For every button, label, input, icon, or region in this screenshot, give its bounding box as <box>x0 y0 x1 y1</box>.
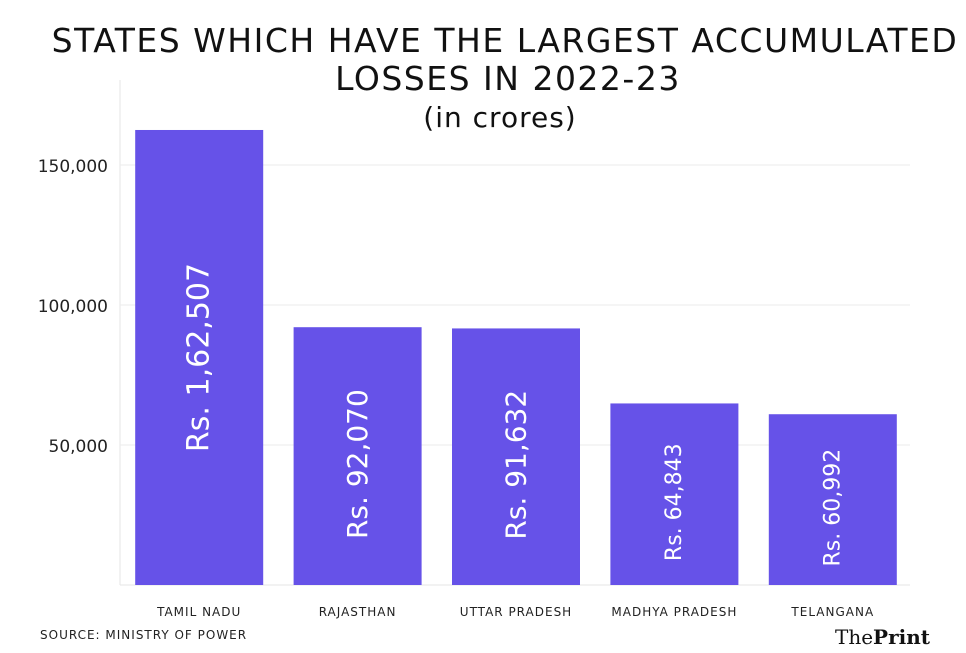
y-axis: 50,000 100,000 150,000 <box>38 157 108 457</box>
x-tick-label: TAMIL NADU <box>156 605 241 619</box>
x-tick-label: MADHYA PRADESH <box>611 605 737 619</box>
chart-title-line-1: STATES WHICH HAVE THE LARGEST ACCUMULATE… <box>52 21 959 60</box>
bar <box>135 129 264 585</box>
data-label: Rs. 64,843 <box>662 443 687 561</box>
x-tick-label: UTTAR PRADESH <box>460 605 572 619</box>
logo-the: The <box>835 625 873 649</box>
logo-print: Print <box>873 625 931 649</box>
chart-title-line-2: LOSSES IN 2022-23 <box>335 59 681 98</box>
bar <box>768 414 897 585</box>
data-labels: Rs. 1,62,507 Rs. 92,070 Rs. 91,632 Rs. 64,8… <box>182 263 846 567</box>
y-tick-label: 50,000 <box>49 437 108 457</box>
x-tick-label: TELANGANA <box>790 605 874 619</box>
bar <box>452 328 580 585</box>
theprint-logo: ThePrint <box>835 625 931 649</box>
y-tick-label: 100,000 <box>38 297 108 317</box>
bar <box>293 327 422 585</box>
bar <box>610 403 739 585</box>
y-tick-label: 150,000 <box>38 157 108 177</box>
chart-subtitle: (in crores) <box>423 101 576 134</box>
x-tick-label: RAJASTHAN <box>319 605 397 619</box>
x-axis: TAMIL NADU RAJASTHAN UTTAR PRADESH MADHYA P… <box>156 605 874 619</box>
data-label: Rs. 91,632 <box>500 390 533 540</box>
data-label: Rs. 1,62,507 <box>182 263 217 452</box>
data-label: Rs. 92,070 <box>341 389 374 539</box>
source-note: SOURCE: MINISTRY OF POWER <box>40 628 247 642</box>
data-label: Rs. 60,992 <box>820 449 845 567</box>
bars <box>135 129 897 585</box>
